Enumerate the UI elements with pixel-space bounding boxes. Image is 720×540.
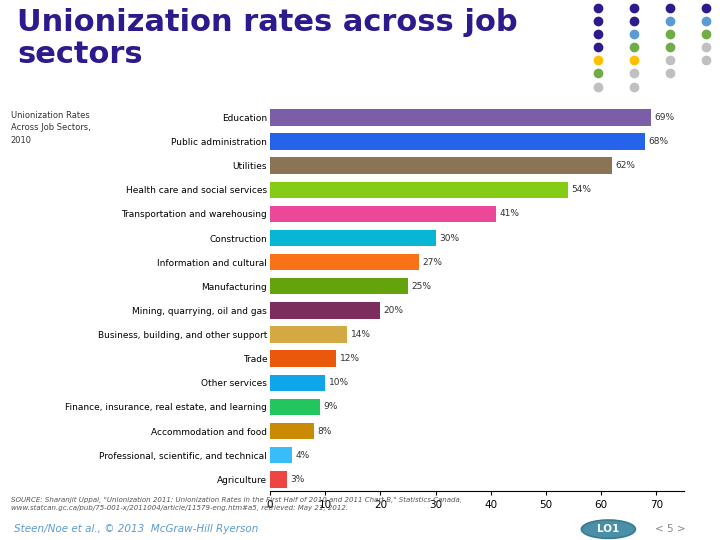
Bar bbox=[270, 206, 496, 222]
Text: 8%: 8% bbox=[318, 427, 332, 436]
Bar bbox=[270, 471, 287, 488]
Text: 41%: 41% bbox=[500, 210, 520, 218]
Text: Unionization rates across job
sectors: Unionization rates across job sectors bbox=[17, 8, 518, 69]
Text: 12%: 12% bbox=[340, 354, 359, 363]
Text: 25%: 25% bbox=[411, 282, 431, 291]
Bar bbox=[270, 423, 314, 439]
Bar bbox=[270, 254, 419, 271]
Ellipse shape bbox=[582, 520, 635, 538]
Text: LO1: LO1 bbox=[598, 524, 619, 534]
Text: 14%: 14% bbox=[351, 330, 371, 339]
Bar bbox=[270, 350, 336, 367]
Text: Steen/Noe et al., © 2013  McGraw-Hill Ryerson: Steen/Noe et al., © 2013 McGraw-Hill Rye… bbox=[14, 524, 258, 534]
Bar bbox=[270, 133, 645, 150]
Bar bbox=[270, 447, 292, 463]
Bar bbox=[270, 158, 612, 174]
Text: 69%: 69% bbox=[654, 113, 675, 122]
Bar bbox=[270, 375, 325, 391]
Text: 68%: 68% bbox=[649, 137, 669, 146]
Text: 10%: 10% bbox=[328, 379, 348, 387]
Text: 30%: 30% bbox=[439, 233, 459, 242]
Text: 4%: 4% bbox=[295, 451, 310, 460]
Text: 20%: 20% bbox=[384, 306, 404, 315]
Bar bbox=[270, 181, 568, 198]
Bar bbox=[270, 326, 347, 343]
Bar bbox=[270, 278, 408, 294]
Text: FIGURE 9.2: FIGURE 9.2 bbox=[19, 98, 75, 106]
Text: 3%: 3% bbox=[290, 475, 305, 484]
Bar bbox=[270, 399, 320, 415]
Text: < 5 >: < 5 > bbox=[655, 524, 686, 534]
Bar bbox=[270, 230, 436, 246]
Text: SOURCE: Sharanjit Uppal, "Unionization 2011: Unionization Rates in the First Hal: SOURCE: Sharanjit Uppal, "Unionization 2… bbox=[11, 497, 462, 511]
Bar bbox=[270, 302, 380, 319]
Text: Unionization Rates
Across Job Sectors,
2010: Unionization Rates Across Job Sectors, 2… bbox=[11, 111, 91, 145]
Text: 62%: 62% bbox=[616, 161, 636, 170]
Text: 54%: 54% bbox=[572, 185, 591, 194]
Text: 9%: 9% bbox=[323, 402, 338, 411]
Bar bbox=[270, 109, 651, 126]
Text: 27%: 27% bbox=[423, 258, 442, 267]
